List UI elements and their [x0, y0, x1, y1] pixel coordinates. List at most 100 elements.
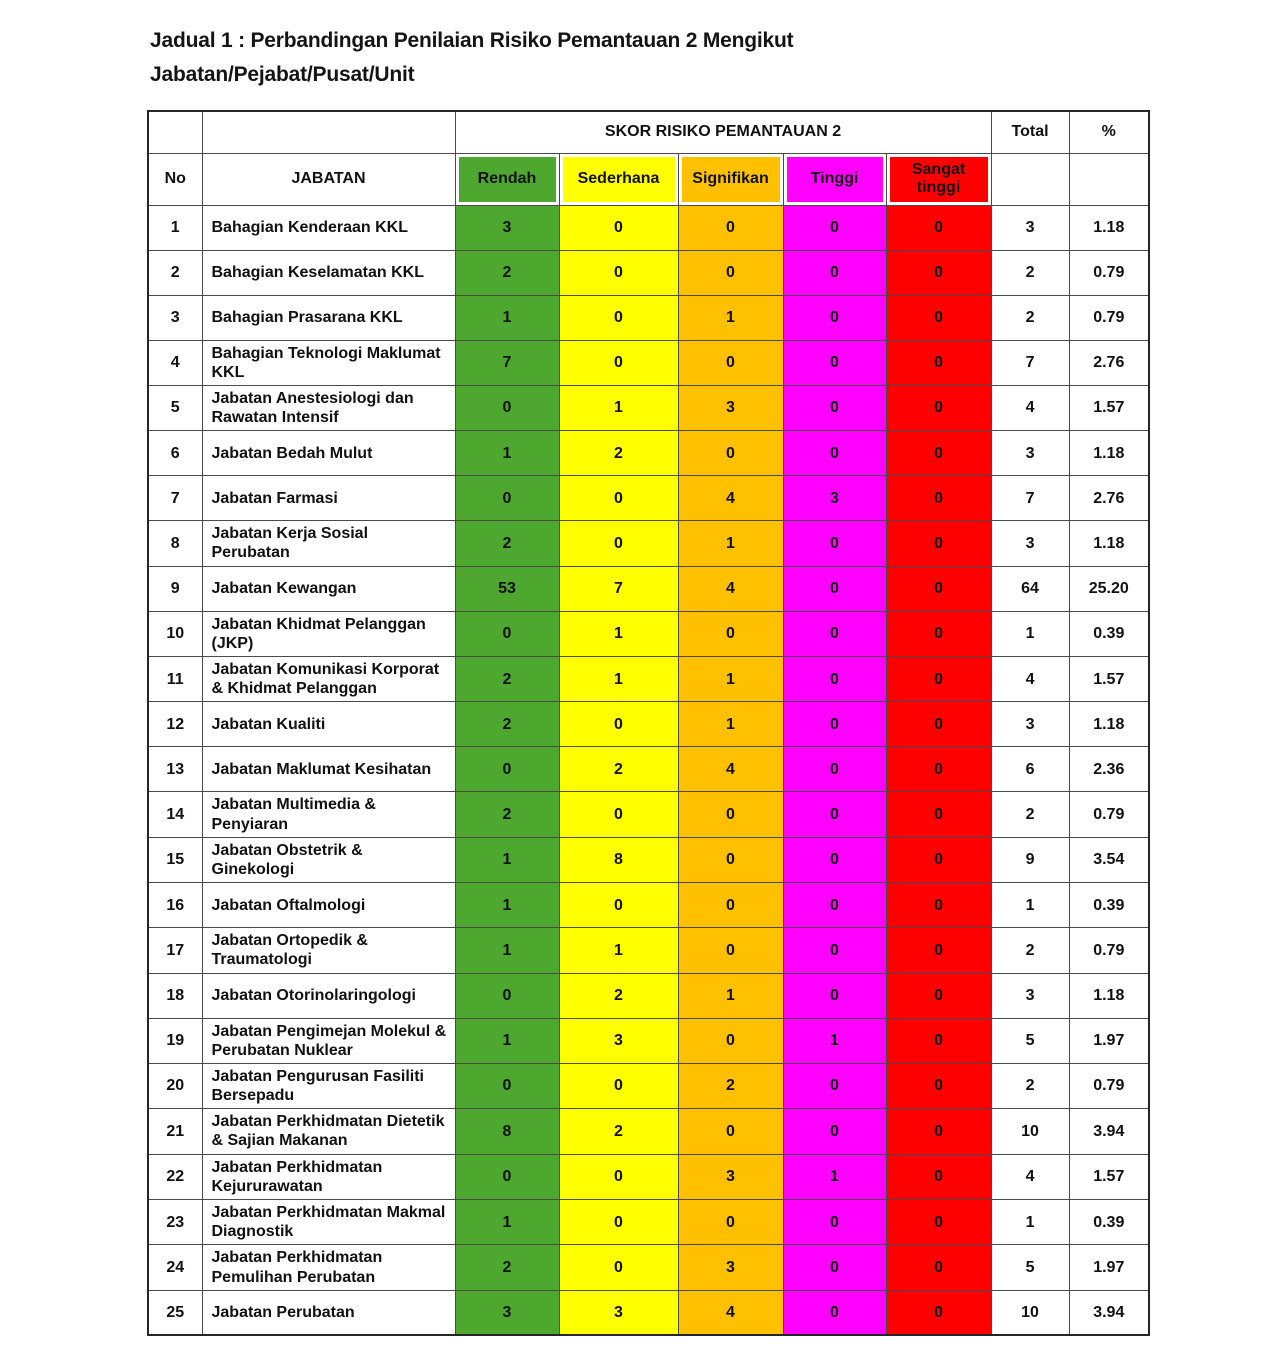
cell-signifikan: 4 — [677, 565, 784, 612]
cell-rendah: 8 — [454, 1108, 560, 1155]
cell-tinggi: 0 — [782, 430, 887, 477]
cell-rendah: 0 — [454, 972, 560, 1019]
cell-percent: 1.97 — [1068, 1244, 1150, 1291]
cell-total: 5 — [990, 1244, 1070, 1291]
cell-sangat-tinggi: 0 — [885, 655, 992, 703]
cell-signifikan: 3 — [677, 1244, 784, 1291]
cell-percent: 1.18 — [1068, 204, 1150, 251]
cell-signifikan: 3 — [677, 1153, 784, 1201]
cell-percent: 0.79 — [1068, 927, 1150, 974]
cell-jabatan: Jabatan Kualiti — [201, 701, 456, 748]
cell-percent: 1.97 — [1068, 1017, 1150, 1064]
cell-rendah: 1 — [454, 294, 560, 341]
header-cat-sederhana: Sederhana — [558, 152, 679, 206]
cell-jabatan: Jabatan Pengimejan Molekul & Perubatan N… — [201, 1017, 456, 1064]
cell-sangat-tinggi: 0 — [885, 746, 992, 793]
cell-jabatan: Jabatan Bedah Mulut — [201, 430, 456, 477]
table-row: 14 Jabatan Multimedia & Penyiaran 2 0 0 … — [147, 791, 1150, 838]
table-body: 1 Bahagian Kenderaan KKL 3 0 0 0 0 3 1.1… — [147, 204, 1150, 1336]
cell-rendah: 2 — [454, 520, 560, 567]
cell-signifikan: 4 — [677, 475, 784, 522]
cell-no: 22 — [147, 1153, 203, 1201]
cell-total: 1 — [990, 882, 1070, 929]
cell-tinggi: 0 — [782, 249, 887, 296]
cell-signifikan: 1 — [677, 972, 784, 1019]
cell-total: 7 — [990, 475, 1070, 522]
cell-rendah: 0 — [454, 610, 560, 658]
header-cat-sangat-tinggi: Sangat tinggi — [885, 152, 992, 206]
table-row: 13 Jabatan Maklumat Kesihatan 0 2 4 0 0 … — [147, 746, 1150, 793]
cell-sederhana: 7 — [558, 565, 679, 612]
cell-signifikan: 1 — [677, 655, 784, 703]
cell-signifikan: 0 — [677, 882, 784, 929]
cell-tinggi: 0 — [782, 1062, 887, 1110]
cell-jabatan: Jabatan Farmasi — [201, 475, 456, 522]
cell-rendah: 1 — [454, 836, 560, 884]
cell-rendah: 1 — [454, 430, 560, 477]
cell-tinggi: 0 — [782, 746, 887, 793]
cell-tinggi: 0 — [782, 204, 887, 251]
cell-jabatan: Jabatan Anestesiologi dan Rawatan Intens… — [201, 384, 456, 432]
cell-jabatan: Jabatan Kewangan — [201, 565, 456, 612]
cell-percent: 0.39 — [1068, 1198, 1150, 1246]
cell-sederhana: 3 — [558, 1017, 679, 1064]
cell-sangat-tinggi: 0 — [885, 475, 992, 522]
cell-sangat-tinggi: 0 — [885, 836, 992, 884]
cell-tinggi: 0 — [782, 655, 887, 703]
cell-jabatan: Jabatan Komunikasi Korporat & Khidmat Pe… — [201, 655, 456, 703]
header-empty-jabatan — [201, 110, 456, 154]
cell-no: 18 — [147, 972, 203, 1019]
cell-signifikan: 0 — [677, 836, 784, 884]
cell-sederhana: 0 — [558, 204, 679, 251]
cell-rendah: 0 — [454, 1153, 560, 1201]
header-total: Total — [990, 110, 1070, 154]
cell-sederhana: 8 — [558, 836, 679, 884]
cell-jabatan: Bahagian Prasarana KKL — [201, 294, 456, 341]
cell-tinggi: 0 — [782, 610, 887, 658]
cell-no: 8 — [147, 520, 203, 567]
cell-percent: 25.20 — [1068, 565, 1150, 612]
cell-tinggi: 1 — [782, 1017, 887, 1064]
cell-sederhana: 0 — [558, 520, 679, 567]
cell-sederhana: 0 — [558, 294, 679, 341]
header-skor-group: SKOR RISIKO PEMANTAUAN 2 — [454, 110, 992, 154]
cell-signifikan: 0 — [677, 791, 784, 838]
cell-total: 3 — [990, 972, 1070, 1019]
cell-sederhana: 0 — [558, 339, 679, 386]
table-row: 19 Jabatan Pengimejan Molekul & Perubata… — [147, 1017, 1150, 1064]
cell-tinggi: 3 — [782, 475, 887, 522]
cell-jabatan: Jabatan Pengurusan Fasiliti Bersepadu — [201, 1062, 456, 1110]
table-row: 17 Jabatan Ortopedik & Traumatologi 1 1 … — [147, 927, 1150, 974]
cell-no: 10 — [147, 610, 203, 658]
cell-total: 10 — [990, 1289, 1070, 1336]
cell-rendah: 7 — [454, 339, 560, 386]
cell-jabatan: Jabatan Obstetrik & Ginekologi — [201, 836, 456, 884]
cell-jabatan: Bahagian Kenderaan KKL — [201, 204, 456, 251]
cell-jabatan: Jabatan Multimedia & Penyiaran — [201, 791, 456, 838]
cell-no: 3 — [147, 294, 203, 341]
table-row: 16 Jabatan Oftalmologi 1 0 0 0 0 1 0.39 — [147, 882, 1150, 929]
cell-percent: 1.18 — [1068, 430, 1150, 477]
table-row: 3 Bahagian Prasarana KKL 1 0 1 0 0 2 0.7… — [147, 294, 1150, 341]
cell-percent: 0.79 — [1068, 791, 1150, 838]
cell-sederhana: 2 — [558, 1108, 679, 1155]
table-row: 10 Jabatan Khidmat Pelanggan (JKP) 0 1 0… — [147, 610, 1150, 658]
table-row: 12 Jabatan Kualiti 2 0 1 0 0 3 1.18 — [147, 701, 1150, 748]
cell-signifikan: 0 — [677, 204, 784, 251]
cell-sederhana: 1 — [558, 610, 679, 658]
cell-percent: 3.94 — [1068, 1289, 1150, 1336]
cell-tinggi: 0 — [782, 1244, 887, 1291]
cell-sederhana: 2 — [558, 972, 679, 1019]
cell-sederhana: 0 — [558, 791, 679, 838]
cell-jabatan: Jabatan Otorinolaringologi — [201, 972, 456, 1019]
page-title-line2: Jabatan/Pejabat/Pusat/Unit — [150, 63, 415, 86]
cell-rendah: 0 — [454, 746, 560, 793]
cell-no: 23 — [147, 1198, 203, 1246]
cell-signifikan: 0 — [677, 1198, 784, 1246]
cell-percent: 0.39 — [1068, 610, 1150, 658]
risk-comparison-table: SKOR RISIKO PEMANTAUAN 2 Total % No JABA… — [147, 110, 1151, 1337]
cell-total: 6 — [990, 746, 1070, 793]
cell-rendah: 3 — [454, 204, 560, 251]
cell-total: 3 — [990, 430, 1070, 477]
cell-rendah: 2 — [454, 701, 560, 748]
